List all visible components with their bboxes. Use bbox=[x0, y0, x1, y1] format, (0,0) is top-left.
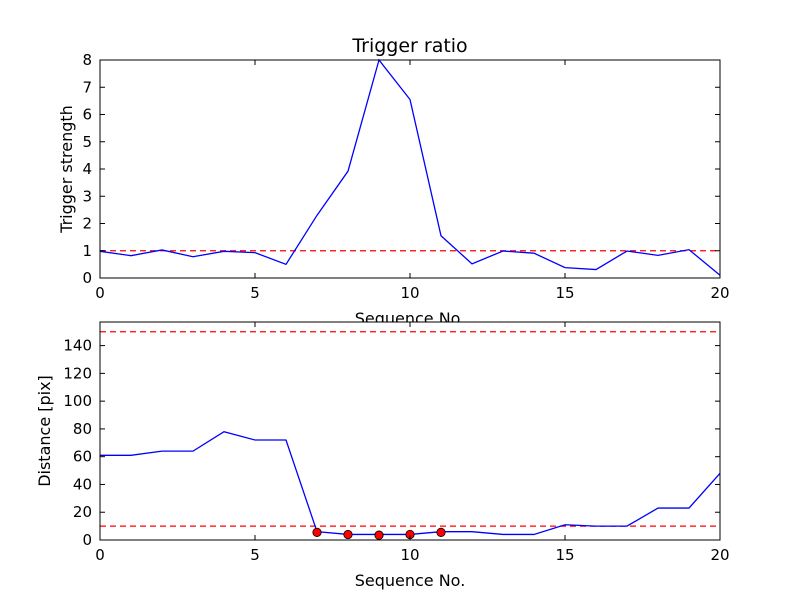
x-tick-label: 20 bbox=[710, 546, 729, 564]
y-tick-label: 6 bbox=[82, 106, 92, 124]
x-tick-label: 10 bbox=[400, 546, 419, 564]
x-tick-label: 15 bbox=[555, 284, 574, 302]
y-tick-label: 140 bbox=[63, 337, 92, 355]
y-tick-label: 7 bbox=[82, 78, 92, 96]
marker-point bbox=[343, 529, 353, 540]
x-tick-label: 20 bbox=[710, 284, 729, 302]
y-tick-label: 4 bbox=[82, 160, 92, 178]
x-tick-label: 10 bbox=[400, 284, 419, 302]
y-tick-label: 20 bbox=[73, 503, 92, 521]
y-tick-label: 0 bbox=[82, 531, 92, 549]
y-tick-label: 1 bbox=[82, 242, 92, 260]
subplot-2: 0 5 10 15 20 0 20 40 60 80 100 120 140 Sequence No. Di… bbox=[35, 321, 730, 590]
x-tick-label: 0 bbox=[95, 546, 105, 564]
series-line-1 bbox=[99, 58, 721, 276]
y-tick-label: 3 bbox=[82, 187, 92, 205]
x-tick-label: 15 bbox=[555, 546, 574, 564]
marker-point bbox=[312, 527, 322, 537]
y-tick-label: 80 bbox=[73, 420, 92, 438]
y-tick-label: 0 bbox=[82, 269, 92, 287]
y-tick-label: 120 bbox=[63, 364, 92, 382]
y-tick-label: 100 bbox=[63, 392, 92, 410]
x-tick-label: 5 bbox=[250, 546, 260, 564]
x-axis-label: Sequence No. bbox=[355, 571, 466, 590]
y-tick-label: 2 bbox=[82, 215, 92, 233]
marker-point bbox=[374, 530, 384, 540]
x-tick-label: 0 bbox=[95, 284, 105, 302]
y-tick-label: 60 bbox=[73, 448, 92, 466]
chart-title: Trigger ratio bbox=[351, 35, 467, 57]
y-tick-label: 8 bbox=[82, 51, 92, 69]
y-tick-label: 5 bbox=[82, 133, 92, 151]
y-tick-label: 40 bbox=[73, 475, 92, 493]
plot-frame bbox=[99, 59, 721, 279]
x-tick-label: 5 bbox=[250, 284, 260, 302]
subplot-2-background bbox=[100, 322, 720, 540]
marker-point bbox=[436, 527, 446, 537]
y-axis-label: Trigger strength bbox=[57, 105, 76, 234]
y-axis-label: Distance [pix] bbox=[35, 375, 54, 487]
